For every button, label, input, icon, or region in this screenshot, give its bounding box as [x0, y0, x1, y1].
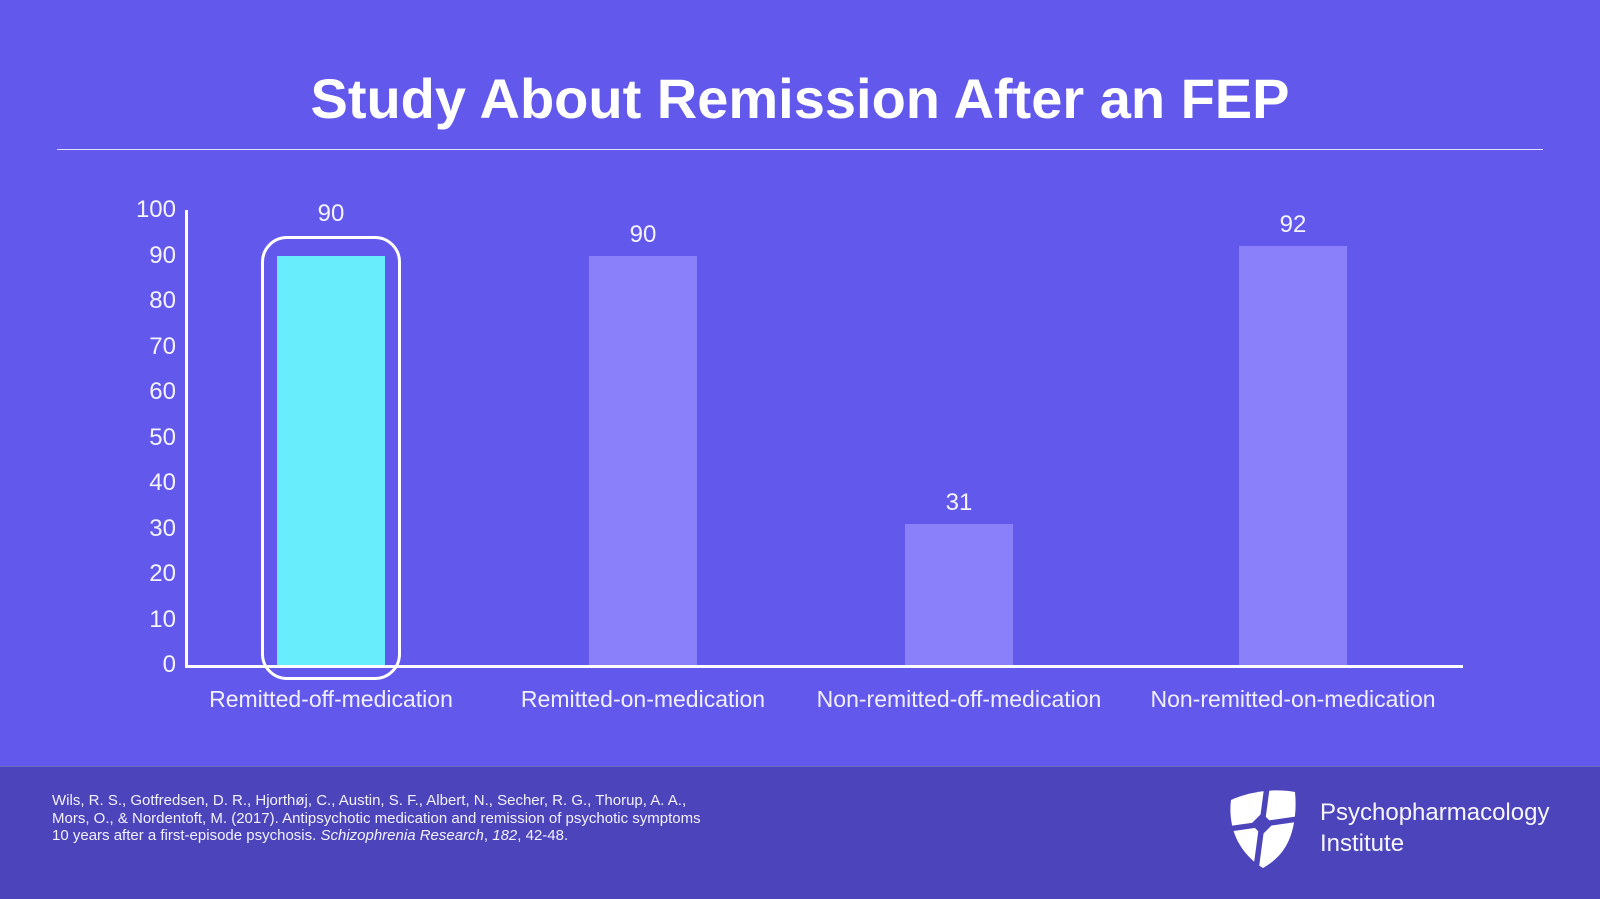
citation-line-1: Wils, R. S., Gotfredsen, D. R., Hjorthøj… [52, 792, 687, 809]
x-axis-category-label: Non-remitted-off-medication [816, 686, 1102, 712]
brand-block: Psychopharmacology Institute [1228, 787, 1549, 869]
highlight-outline [261, 235, 401, 680]
bar-value-label: 90 [629, 220, 657, 248]
bar-value-label: 90 [317, 199, 345, 227]
brand-name-line-2: Institute [1320, 830, 1405, 857]
y-axis-tick-label: 30 [149, 514, 176, 542]
bar-non-remitted-on-medication [1239, 246, 1347, 665]
y-axis-tick-label: 10 [149, 605, 176, 633]
page-title: Study About Remission After an FEP [310, 67, 1290, 130]
y-axis-tick-label: 50 [149, 423, 176, 451]
citation-line-2: Mors, O., & Nordentoft, M. (2017). Antip… [52, 809, 701, 827]
y-axis-tick-label: 60 [149, 378, 176, 405]
shield-cross-icon [1228, 787, 1298, 869]
y-axis-tick-label: 20 [149, 560, 176, 587]
y-axis-tick-label: 90 [149, 241, 176, 269]
x-axis-category-label: Remitted-on-medication [520, 686, 766, 712]
footer: Wils, R. S., Gotfredsen, D. R., Hjorthøj… [0, 766, 1600, 899]
title-divider [57, 149, 1543, 150]
brand-name: Psychopharmacology Institute [1320, 797, 1549, 859]
bar-non-remitted-off-medication [905, 523, 1013, 665]
y-axis-tick-label: 100 [135, 196, 176, 223]
bar-remitted-off-medication [277, 255, 385, 665]
citation-text: Wils, R. S., Gotfredsen, D. R., Hjorthøj… [52, 792, 701, 845]
plot-area: 0 10 20 30 40 50 60 70 80 90 100 90 Remitted-off-med… [136, 196, 1463, 712]
bar-remitted-on-medication [589, 255, 697, 665]
journal-volume: 182 [492, 827, 518, 844]
x-axis-category-label: Non-remitted-on-medication [1150, 686, 1436, 712]
journal-name: Schizophrenia Research [320, 827, 484, 844]
brand-name-line-1: Psychopharmacology [1320, 799, 1550, 826]
citation-line-3: 10 years after a first-episode psychosis… [52, 827, 569, 844]
bar-value-label: 31 [945, 488, 973, 516]
y-axis-tick-label: 80 [149, 287, 176, 314]
y-axis-tick-label: 70 [149, 332, 176, 360]
x-axis-category-label: Remitted-off-medication [209, 686, 453, 712]
bar-value-label: 92 [1279, 211, 1307, 239]
y-axis-tick-label: 0 [162, 651, 176, 678]
y-axis-tick-label: 40 [149, 469, 176, 496]
